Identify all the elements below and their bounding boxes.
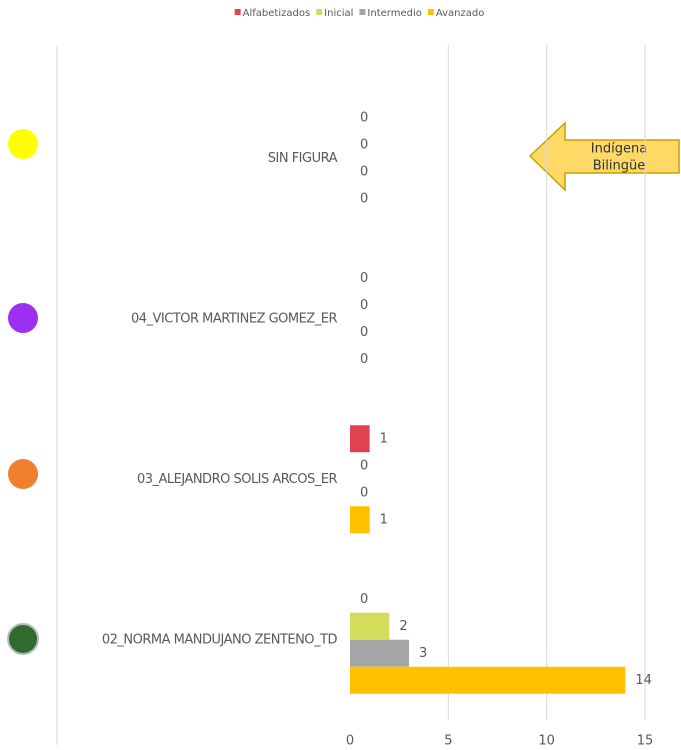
y-tick-label: 03_ALEJANDRO SOLIS ARCOS_ER	[137, 472, 338, 487]
value-label: 0	[360, 164, 368, 179]
bar	[350, 639, 409, 667]
value-label: 1	[380, 512, 388, 527]
legend-swatch	[316, 9, 323, 15]
value-label: 0	[360, 592, 368, 607]
x-tick-label: 10	[538, 734, 555, 749]
legend-label: Avanzado	[436, 8, 484, 19]
y-tick-label: SIN FIGURA	[268, 151, 338, 166]
bar	[350, 506, 370, 534]
y-tick-label: 04_VICTOR MARTINEZ GOMEZ_ER	[131, 311, 337, 326]
x-tick-label: 15	[637, 734, 654, 749]
value-label: 1	[380, 431, 388, 446]
value-label: 0	[360, 325, 368, 340]
value-label: 0	[360, 485, 368, 500]
legend-label: Intermedio	[367, 8, 421, 19]
annotation: Indígena	[591, 142, 647, 157]
x-tick-label: 0	[346, 734, 354, 749]
marker-circle	[8, 129, 38, 159]
legend-label: Inicial	[324, 8, 353, 19]
legend-swatch	[427, 9, 434, 15]
value-label: 2	[399, 619, 407, 634]
value-label: 14	[635, 673, 652, 688]
value-label: 0	[360, 298, 368, 313]
value-label: 0	[360, 137, 368, 152]
value-label: 0	[360, 191, 368, 206]
y-tick-label: 02_NORMA MANDUJANO ZENTENO_TD	[102, 632, 338, 647]
value-label: 0	[360, 110, 368, 125]
bar	[350, 612, 390, 640]
annotation-arrow	[528, 121, 680, 192]
annotation: Bilingüe	[593, 159, 645, 174]
legend-label: Alfabetizados	[243, 8, 311, 19]
value-label: 0	[360, 458, 368, 473]
marker-circle	[8, 303, 38, 333]
marker-circle	[8, 459, 38, 489]
value-label: 0	[360, 271, 368, 286]
value-label: 3	[419, 646, 427, 661]
legend-swatch	[359, 9, 366, 15]
bar	[350, 666, 626, 694]
marker-circle	[7, 623, 39, 655]
value-label: 0	[360, 352, 368, 367]
x-tick-label: 5	[444, 734, 452, 749]
legend-swatch	[234, 9, 241, 15]
bar	[350, 425, 370, 453]
